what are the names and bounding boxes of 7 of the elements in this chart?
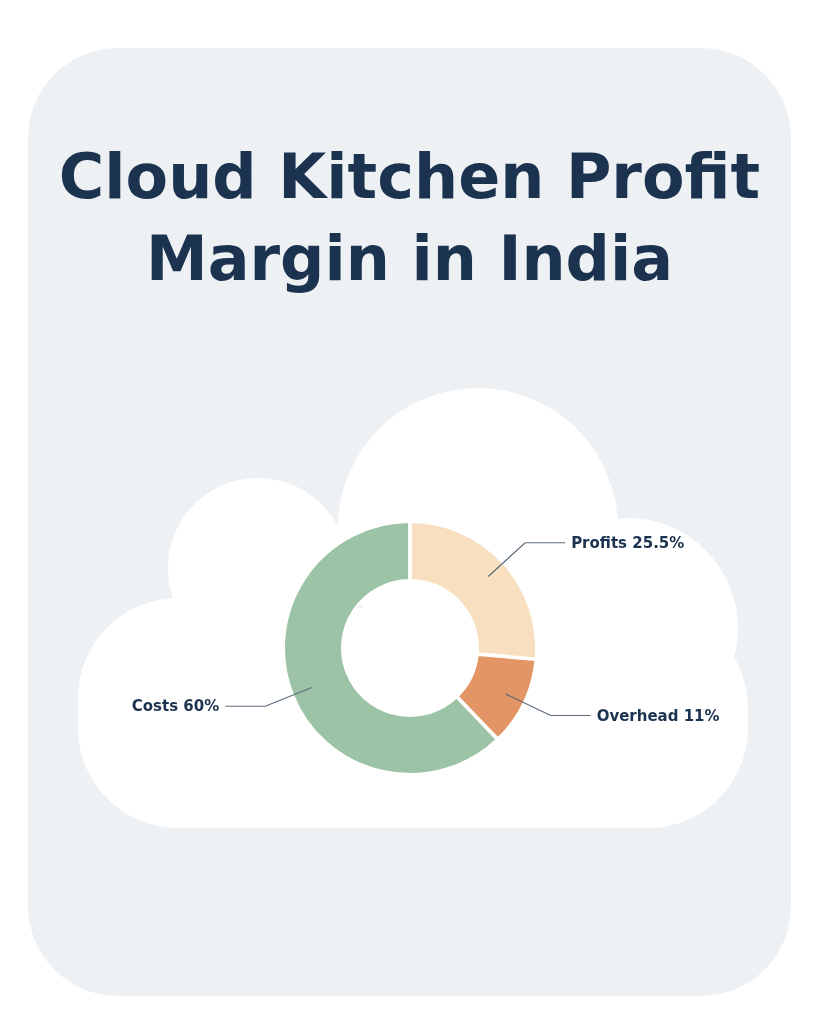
slice-label: Overhead <box>596 706 679 725</box>
chart-title: Cloud Kitchen Profit Margin in India <box>58 140 761 295</box>
data-label: 60% <box>183 697 220 716</box>
slice-label: Profits <box>571 533 628 552</box>
data-label: 25.5% <box>632 533 685 552</box>
slice-label: Costs <box>131 697 179 716</box>
data-label: 11% <box>683 706 720 725</box>
